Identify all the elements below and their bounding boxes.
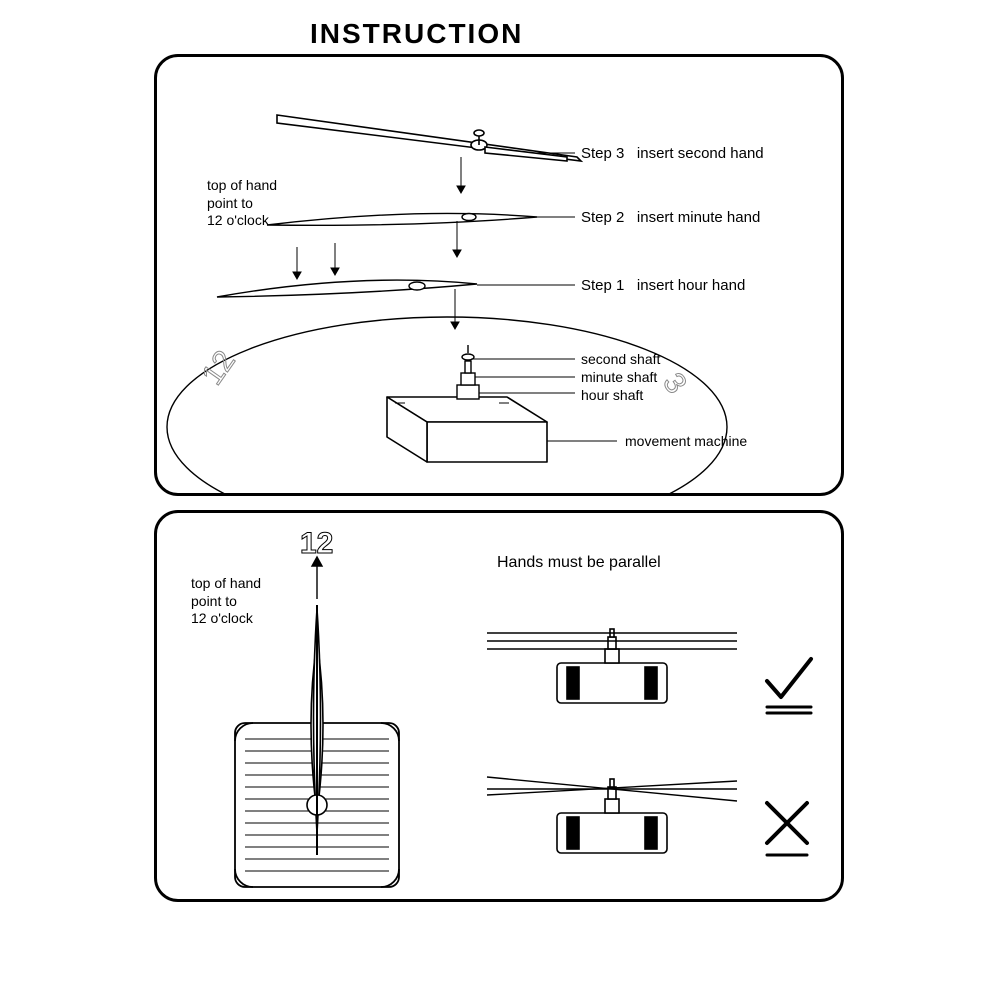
page-title: INSTRUCTION [310,18,523,50]
svg-text:12: 12 [196,345,242,391]
hour-shaft-label: hour shaft [581,387,643,405]
assembly-diagram: 12 3 6 9 [157,57,841,493]
hand-note-top: top of hand point to 12 o'clock [207,177,277,230]
svg-text:3: 3 [656,367,693,400]
panel-assembly: 12 3 6 9 [154,54,844,496]
step1-label: Step 1 insert hour hand [581,277,745,296]
numeral-12: 12 [300,525,333,563]
movement-machine-label: movement machine [625,433,747,451]
parallel-note: Hands must be parallel [497,553,661,573]
hand-note-bottom: top of hand point to 12 o'clock [191,575,261,628]
panel-alignment: 12 top of hand point to 12 o'clock Hands… [154,510,844,902]
second-shaft-label: second shaft [581,351,660,369]
minute-shaft-label: minute shaft [581,369,657,387]
step3-label: Step 3 insert second hand [581,145,764,164]
step2-label: Step 2 insert minute hand [581,209,760,228]
